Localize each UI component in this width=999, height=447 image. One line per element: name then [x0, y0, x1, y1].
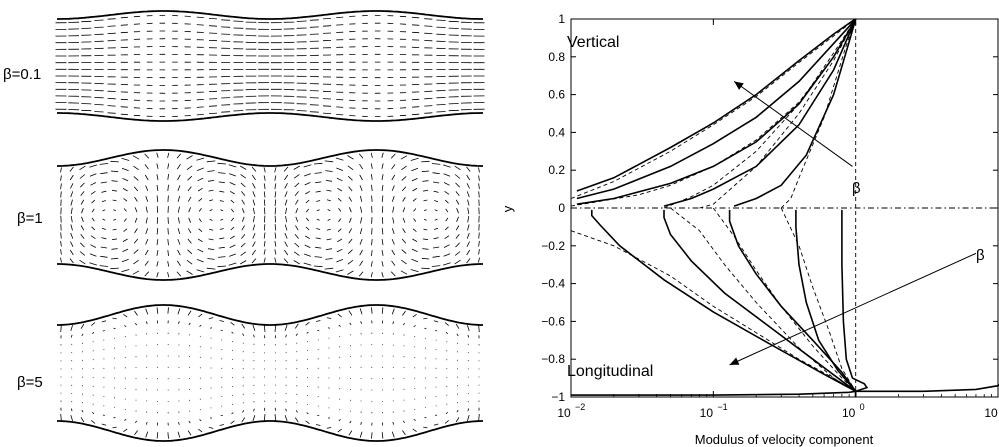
channel-wall	[57, 149, 483, 167]
series-line-19	[570, 230, 856, 392]
series-line-15	[795, 209, 857, 397]
x-tick-exponent-1: −1	[717, 402, 727, 412]
channel-wall	[57, 112, 483, 122]
y-tick-label-7: −0.4	[541, 277, 565, 291]
series-line-4	[663, 18, 857, 207]
y-tick-label-9: −0.8	[541, 352, 565, 366]
velocity-vectors	[60, 152, 480, 278]
x-tick-label-0: 10	[557, 406, 571, 420]
beta-arrow-head-2	[729, 357, 740, 365]
x-tick-label-2: 10	[842, 406, 856, 420]
series-line-13	[663, 209, 857, 397]
beta-arrow-head-1	[734, 81, 744, 90]
x-tick-exponent-0: −2	[575, 402, 585, 412]
series-line-10	[780, 18, 857, 209]
velocity-field-panel-2	[57, 149, 483, 281]
x-tick-exponent-2: 0	[860, 402, 865, 412]
y-tick-label-3: 0.4	[548, 125, 565, 139]
series-line-6	[570, 18, 856, 199]
y-tick-label-0: 1	[558, 12, 565, 26]
panel-label-beta-5: β=5	[17, 374, 43, 391]
series-line-5	[733, 18, 857, 207]
channel-wall	[57, 263, 483, 281]
x-tick-label-1: 10	[700, 406, 714, 420]
channel-wall	[57, 10, 483, 20]
beta-label-lower: β	[976, 247, 985, 264]
series-line-16	[841, 209, 869, 393]
velocity-field-panels	[55, 10, 485, 442]
channel-wall	[57, 420, 483, 442]
x-ticks: 10−210−1100101	[557, 19, 999, 420]
y-tick-label-1: 0.8	[548, 50, 565, 64]
y-tick-label-4: 0.2	[548, 163, 565, 177]
series-line-12	[591, 209, 857, 397]
panel-label-beta-0.1: β=0.1	[3, 66, 41, 83]
series-line-20	[670, 207, 856, 392]
series-line-9	[699, 18, 857, 209]
velocity-profile-chart: 10.80.60.40.20−0.2−0.4−0.6−0.8−1 10 −2 10−…	[500, 12, 999, 447]
longitudinal-annotation: Longitudinal	[567, 363, 653, 380]
series-line-17	[855, 383, 999, 393]
y-axis-title: y	[500, 205, 515, 212]
velocity-vectors	[60, 307, 480, 439]
series-line-7	[570, 18, 857, 207]
y-tick-label-8: −0.6	[541, 314, 565, 328]
x-axis-title: Modulus of velocity component	[695, 432, 874, 447]
velocity-field-panel-1	[55, 10, 485, 122]
series-line-8	[663, 18, 857, 209]
beta-label-upper: β	[852, 180, 861, 197]
x-tick-label-3: 10	[984, 406, 998, 420]
y-tick-label-2: 0.6	[548, 88, 565, 102]
y-tick-label-6: −0.2	[541, 239, 565, 253]
series-line-1	[576, 18, 857, 192]
vertical-annotation: Vertical	[567, 34, 619, 51]
series-line-2	[576, 18, 857, 200]
panel-label-beta-1: β=1	[17, 210, 43, 227]
series-line-21	[712, 207, 857, 392]
beta-arrows	[729, 80, 977, 366]
velocity-vectors	[55, 15, 485, 117]
beta-arrow-shaft-2	[729, 252, 977, 366]
beta-arrow-shaft-1	[733, 80, 853, 167]
channel-wall	[57, 304, 483, 326]
y-tick-label-10: −1	[551, 390, 565, 404]
y-ticks: 1 0.8 0.6 0.4 0.2 0 −0.2 −0.4 −0.6 −0.8 −1	[541, 12, 998, 404]
y-tick-label-5: 0	[558, 201, 565, 215]
series-line-22	[780, 207, 857, 392]
velocity-field-panel-3	[57, 304, 483, 442]
